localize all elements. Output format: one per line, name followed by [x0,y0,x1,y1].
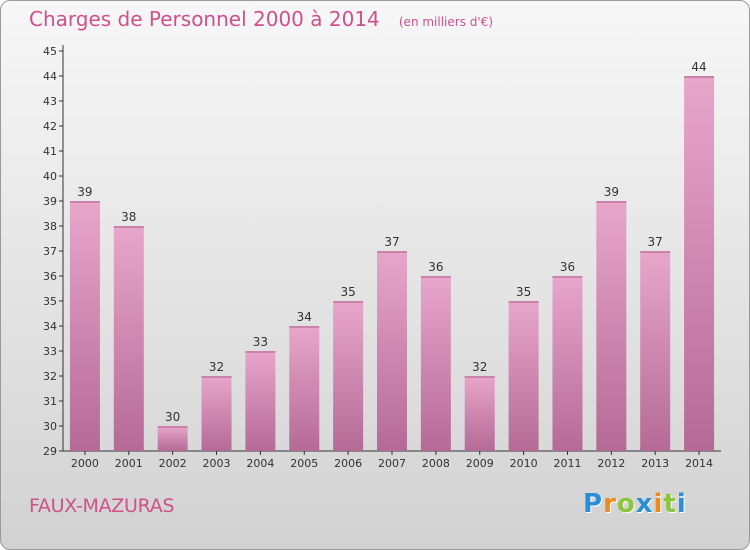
bar [684,76,715,451]
y-tick-label: 44 [43,70,57,83]
bar-top-edge [245,351,276,353]
y-tick-label: 36 [43,270,57,283]
x-tick-label: 2001 [115,457,143,470]
data-label: 34 [297,310,312,324]
bar [377,251,407,451]
bar [596,201,627,451]
logo-letter: i [676,489,687,519]
data-label: 39 [77,185,92,199]
y-tick-label: 38 [43,220,57,233]
title-row: Charges de Personnel 2000 à 2014 (en mil… [29,7,493,31]
bar-top-edge [640,251,671,253]
y-tick-label: 32 [43,370,57,383]
x-tick-label: 2007 [378,457,406,470]
y-tick-label: 41 [43,145,57,158]
bar-top-edge [157,426,188,428]
data-label: 36 [428,260,443,274]
data-label: 30 [165,410,180,424]
bar [508,301,539,451]
x-tick-label: 2000 [71,457,99,470]
y-tick-label: 42 [43,120,57,133]
y-tick-label: 33 [43,345,57,358]
logo-letter: x [635,489,654,519]
bar-top-edge [69,201,100,203]
bar [420,276,451,451]
y-tick-label: 30 [43,420,57,433]
x-tick-label: 2011 [553,457,581,470]
x-tick-label: 2006 [334,457,362,470]
data-label: 33 [253,335,268,349]
y-tick-label: 45 [43,45,57,58]
x-tick-label: 2004 [246,457,274,470]
x-tick-label: 2002 [159,457,187,470]
data-label: 32 [472,360,487,374]
x-tick-label: 2012 [597,457,625,470]
bar-top-edge [113,226,144,228]
proxiti-logo: Proxiti [583,489,687,519]
logo-letter: P [583,489,604,519]
bar [552,276,583,451]
bar-top-edge [464,376,495,378]
x-tick-label: 2009 [466,457,494,470]
data-label: 38 [121,210,136,224]
data-label: 35 [340,285,355,299]
logo-letter: r [603,489,617,519]
bar [333,301,364,451]
data-label: 36 [560,260,575,274]
logo-letter: i [653,489,664,519]
y-tick-label: 29 [43,445,57,458]
y-tick-label: 31 [43,395,57,408]
bar-top-edge [289,326,320,328]
bar-top-edge [684,76,715,78]
y-tick-label: 40 [43,170,57,183]
bar [640,251,671,451]
bar [464,376,495,451]
x-tick-label: 2010 [510,457,538,470]
bar [245,351,276,451]
bar [157,426,188,451]
data-label: 32 [209,360,224,374]
chart-title: Charges de Personnel 2000 à 2014 [29,7,380,31]
logo-letter: o [616,489,636,519]
x-tick-label: 2003 [203,457,231,470]
y-tick-label: 35 [43,295,57,308]
bar-top-edge [508,301,539,303]
data-label: 37 [384,235,399,249]
x-tick-label: 2008 [422,457,450,470]
bar-top-edge [377,251,407,253]
y-tick-label: 39 [43,195,57,208]
bar [113,226,144,451]
bar [289,326,320,451]
y-tick-label: 34 [43,320,57,333]
bar [69,201,100,451]
y-tick-label: 37 [43,245,57,258]
bar-top-edge [201,376,232,378]
chart-subtitle: (en milliers d'€) [398,15,493,29]
bar-top-edge [333,301,364,303]
data-label: 44 [691,60,706,74]
x-tick-label: 2005 [290,457,318,470]
x-tick-label: 2013 [641,457,669,470]
bar-top-edge [420,276,451,278]
data-label: 37 [648,235,663,249]
bar [201,376,232,451]
bar-top-edge [596,201,627,203]
x-tick-label: 2014 [685,457,713,470]
y-tick-label: 43 [43,95,57,108]
commune-name: FAUX-MAZURAS [29,495,175,517]
logo-letter: t [663,489,677,519]
data-label: 39 [604,185,619,199]
data-label: 35 [516,285,531,299]
bar-top-edge [552,276,583,278]
